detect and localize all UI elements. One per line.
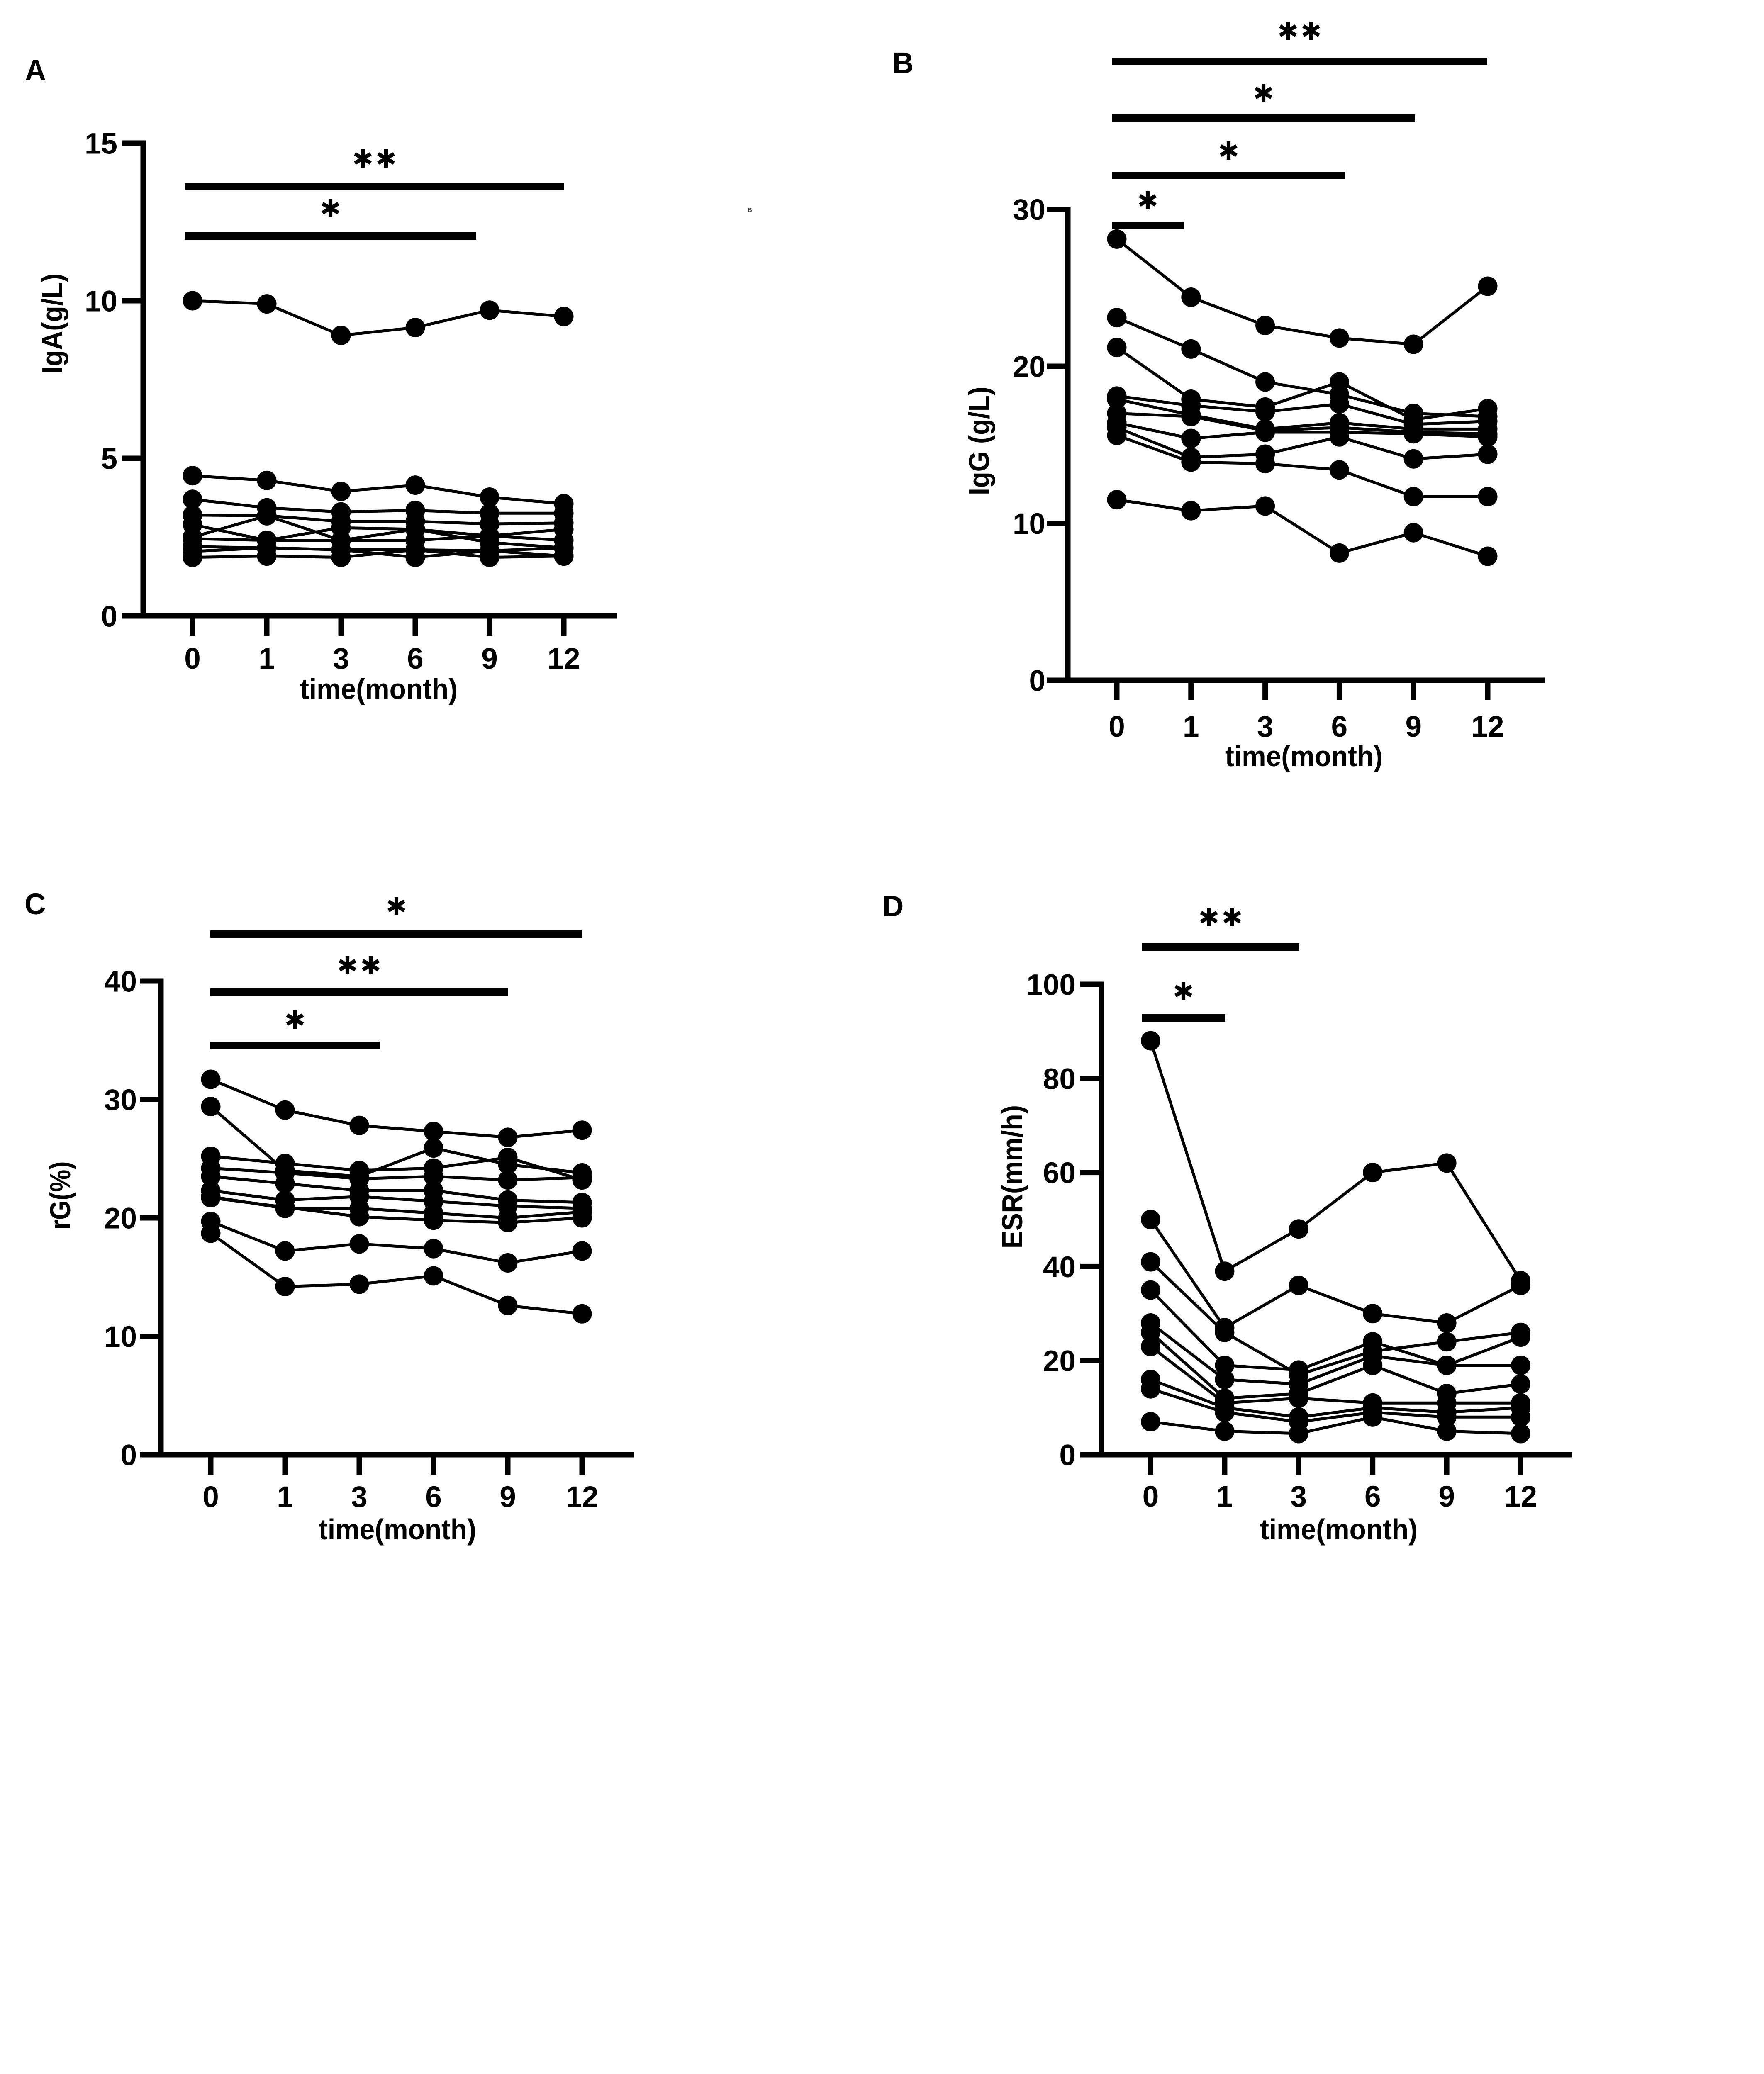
svg-text:10: 10 [104,1321,137,1353]
svg-text:0: 0 [1029,665,1046,698]
svg-text:3: 3 [333,643,349,675]
svg-text:6: 6 [425,1481,442,1514]
svg-text:15: 15 [85,128,117,161]
svg-text:3: 3 [1257,711,1274,743]
svg-text:12: 12 [548,643,580,675]
svg-text:rG(%): rG(%) [44,1161,76,1230]
svg-text:30: 30 [104,1084,137,1117]
svg-text:1: 1 [277,1481,293,1514]
svg-text:3: 3 [1291,1480,1307,1513]
svg-text:80: 80 [1043,1063,1076,1095]
svg-text:0: 0 [1060,1439,1076,1472]
svg-text:time(month): time(month) [300,673,458,705]
svg-text:D: D [882,890,904,923]
svg-text:time(month): time(month) [319,1513,476,1546]
svg-text:IgG (g/L): IgG (g/L) [963,387,995,495]
svg-text:40: 40 [104,966,137,998]
svg-text:10: 10 [1013,508,1045,540]
svg-text:0: 0 [202,1481,219,1514]
svg-text:0: 0 [121,1439,137,1472]
svg-text:5: 5 [101,443,118,476]
svg-text:ESR(mm/h): ESR(mm/h) [996,1105,1028,1249]
svg-text:9: 9 [1405,711,1422,743]
svg-text:20: 20 [104,1203,137,1235]
svg-text:9: 9 [481,643,498,675]
svg-text:1: 1 [1183,711,1199,743]
svg-text:6: 6 [1331,711,1348,743]
svg-text:1: 1 [258,643,275,675]
svg-text:0: 0 [101,601,118,633]
svg-text:B: B [892,47,914,80]
svg-text:100: 100 [1027,969,1076,1002]
svg-text:A: A [25,54,46,87]
svg-text:0: 0 [1109,711,1125,743]
svg-text:IgA(g/L): IgA(g/L) [36,273,68,374]
svg-text:1: 1 [1216,1480,1233,1513]
svg-text:9: 9 [499,1481,516,1514]
svg-text:C: C [24,888,46,921]
svg-text:10: 10 [85,285,117,318]
svg-text:20: 20 [1013,351,1045,384]
svg-text:60: 60 [1043,1157,1076,1190]
svg-text:40: 40 [1043,1251,1076,1284]
svg-text:time(month): time(month) [1225,740,1383,772]
svg-text:12: 12 [1504,1480,1537,1513]
svg-text:time(month): time(month) [1260,1513,1418,1546]
svg-text:9: 9 [1438,1480,1455,1513]
svg-text:30: 30 [1013,194,1045,226]
svg-text:B: B [748,207,752,214]
svg-text:3: 3 [351,1481,368,1514]
svg-text:12: 12 [566,1481,599,1514]
svg-text:12: 12 [1472,711,1504,743]
svg-text:20: 20 [1043,1345,1076,1378]
svg-text:6: 6 [1364,1480,1381,1513]
svg-text:0: 0 [1143,1480,1159,1513]
svg-text:6: 6 [407,643,424,675]
svg-text:0: 0 [184,643,201,675]
